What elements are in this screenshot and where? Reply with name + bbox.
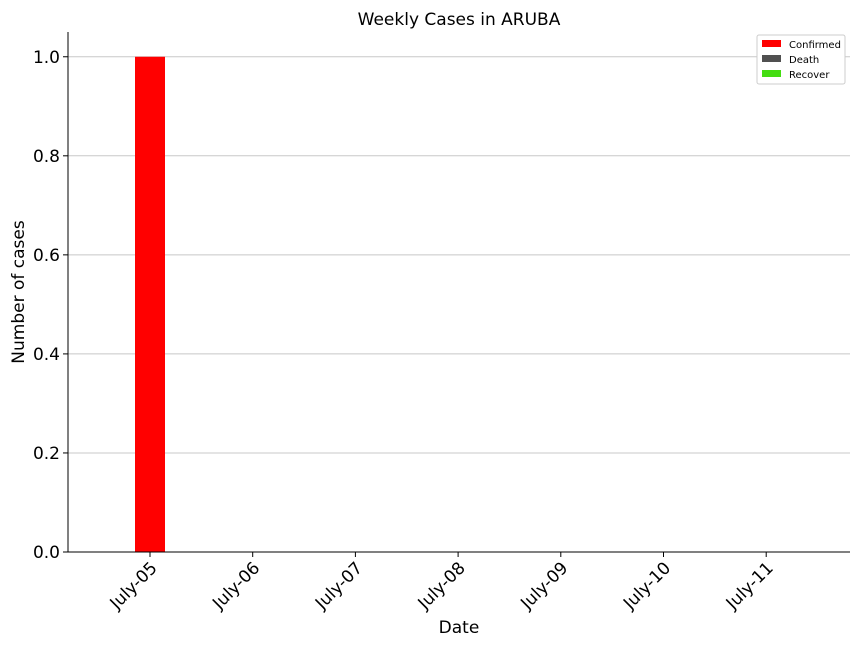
y-tick-label: 0.2 (33, 444, 60, 464)
x-tick-label: July-07 (311, 558, 367, 614)
legend-swatch-confirmed (762, 40, 781, 47)
grid-lines (68, 56, 850, 454)
x-tick-label: July-11 (722, 558, 778, 614)
chart-title: Weekly Cases in ARUBA (358, 10, 561, 30)
x-tick-label: July-05 (106, 558, 162, 614)
legend-label-recover: Recover (789, 70, 830, 81)
x-tick-label: July-08 (414, 558, 470, 614)
legend-label-confirmed: Confirmed (789, 40, 841, 51)
bars-group (135, 56, 165, 553)
x-tick-label: July-09 (516, 558, 572, 614)
x-tick-label: July-10 (619, 558, 675, 614)
bar-confirmed-july-05 (135, 56, 165, 553)
y-tick-label: 1.0 (33, 48, 60, 68)
x-axis-ticks: July-05 July-06 July-07 July-08 July-09 July-… (106, 552, 778, 614)
legend-swatch-death (762, 55, 781, 62)
x-tick-label: July-06 (208, 558, 264, 614)
y-axis-ticks: 0.0 0.2 0.4 0.6 0.8 1.0 (33, 48, 68, 563)
legend-label-death: Death (789, 55, 819, 66)
y-tick-label: 0.4 (33, 345, 60, 365)
legend: Confirmed Death Recover (756, 34, 846, 85)
legend-swatch-recover (762, 70, 781, 77)
x-axis-label: Date (439, 618, 480, 638)
y-tick-label: 0.8 (33, 147, 60, 167)
y-tick-label: 0.6 (33, 246, 60, 266)
y-tick-label: 0.0 (33, 543, 60, 563)
y-axis-label: Number of cases (9, 220, 29, 364)
